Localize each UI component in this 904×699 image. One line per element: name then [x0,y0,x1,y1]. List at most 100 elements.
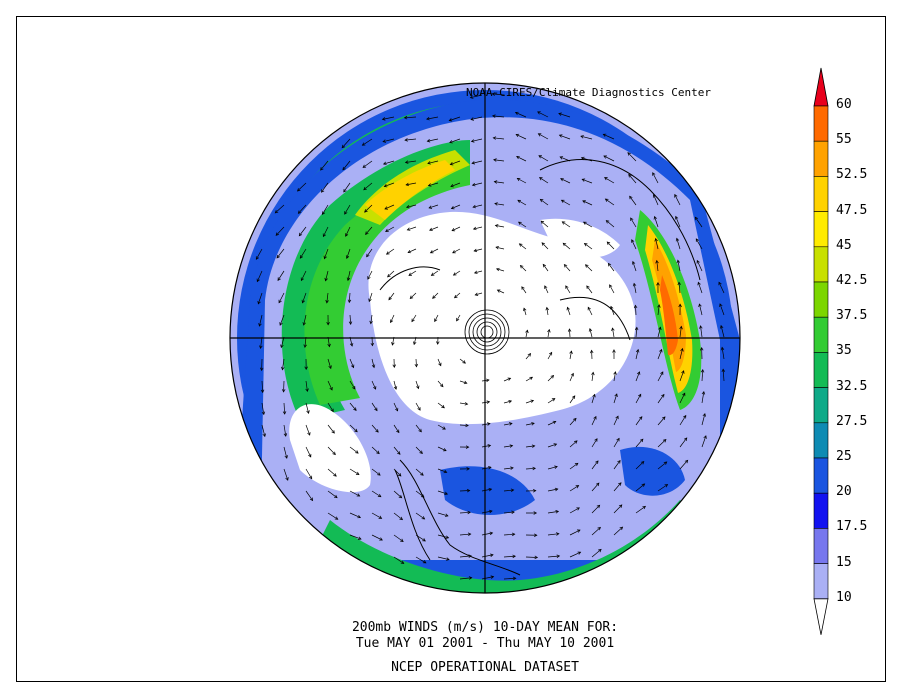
wind-arrow-head [656,281,660,286]
wind-arrow [341,138,351,148]
wind-arrow-head [452,272,457,276]
wind-arrow [303,314,307,326]
wind-arrow [434,314,439,322]
wind-arrow-head [518,221,522,225]
wind-arrow [606,241,615,250]
wind-arrow-head [494,224,499,228]
wind-arrow-head [580,156,585,161]
wind-arrow [364,204,373,213]
caption-line-2: Tue MAY 01 2001 - Thu MAY 10 2001 [355,636,615,651]
wind-arrow-head [349,342,354,347]
wind-arrow [629,196,637,206]
wind-arrow [492,115,505,118]
wind-arrow-head [279,322,283,326]
wind-arrow [700,325,703,338]
wind-arrow [405,160,417,163]
wind-arrow-head [466,488,471,493]
wind-arrow-head [361,142,366,146]
wind-arrow [392,336,395,346]
wind-arrow-head [631,239,635,243]
wind-arrow-head [582,200,586,204]
wind-arrow-head [635,348,640,353]
wind-arrow [657,327,661,338]
wind-arrow-head [584,264,589,268]
wind-arrow-head [529,376,534,380]
wind-arrow [305,380,308,392]
wind-arrow-head [603,155,607,159]
wind-arrow-head [516,155,520,160]
wind-arrow [404,138,417,141]
wind-arrow [470,94,483,99]
wind-arrow [547,329,550,338]
wind-arrow-head [473,248,478,253]
wind-arrow [586,285,593,294]
wind-arrow-head [657,304,661,308]
wind-arrow-head [255,256,260,260]
wind-arrow [275,204,285,214]
wind-arrow-head [489,509,493,514]
wind-arrow-head [586,285,590,289]
wind-arrow [415,490,425,498]
wind-arrow [368,292,373,302]
wind-arrow-head [544,285,548,289]
wind-arrow-head [352,385,356,390]
wind-arrow-head [258,323,262,327]
wind-arrow-head [330,408,334,413]
wind-arrow [385,226,395,232]
wind-arrow [261,424,266,437]
wind-arrow-head [351,364,355,369]
wind-arrow-head [281,389,286,393]
wind-arrow-head [492,114,496,118]
wind-arrow-head [580,135,584,139]
wind-arrow [437,512,449,517]
wind-arrow [521,286,527,294]
wind-arrow-head [277,277,281,281]
wind-arrow-head [366,253,370,258]
wind-arrow-head [547,328,551,333]
wind-arrow-head [408,272,413,276]
wind-arrow-head [414,363,419,368]
wind-arrow-head [334,494,338,499]
wind-arrow [494,181,505,184]
wind-arrow [679,437,688,448]
wind-arrow [580,135,593,140]
wind-arrow-head [699,325,703,329]
wind-arrow-head [346,277,351,282]
wind-arrow [473,226,483,230]
wind-arrow [454,292,461,299]
wind-arrow [678,282,681,294]
wind-arrow-head [562,242,567,247]
wind-arrow-head [700,368,705,373]
wind-arrow [349,446,359,454]
wind-arrow [371,468,381,476]
wind-arrow [613,393,618,404]
wind-arrow [275,226,285,236]
wind-arrow-head [676,259,681,264]
wind-arrow-head [357,536,362,540]
wind-arrow-head [469,95,474,99]
wind-arrow [472,204,483,208]
wind-arrow [304,336,307,348]
wind-arrow [697,282,703,294]
wind-arrow-head [652,194,657,198]
wind-arrow [656,260,659,272]
wind-arrow [415,556,427,564]
wind-arrow [605,198,615,206]
wind-arrow [459,555,472,558]
wind-arrow-head [443,469,448,474]
wind-arrow [261,402,265,415]
wind-arrow-head [378,515,383,519]
wind-arrow-head [596,504,601,509]
wind-arrow [525,376,533,382]
wind-arrow-head [637,371,641,375]
wind-arrow-head [678,303,682,308]
wind-arrow [475,292,483,296]
wind-arrow-head [473,270,478,275]
wind-arrow-head [610,305,614,310]
wind-arrow [437,402,445,409]
wind-arrow [481,445,491,448]
wind-arrow-head [463,380,468,385]
wind-arrow [547,421,556,426]
wind-vectors [255,92,726,581]
wind-arrow-head [583,243,588,247]
